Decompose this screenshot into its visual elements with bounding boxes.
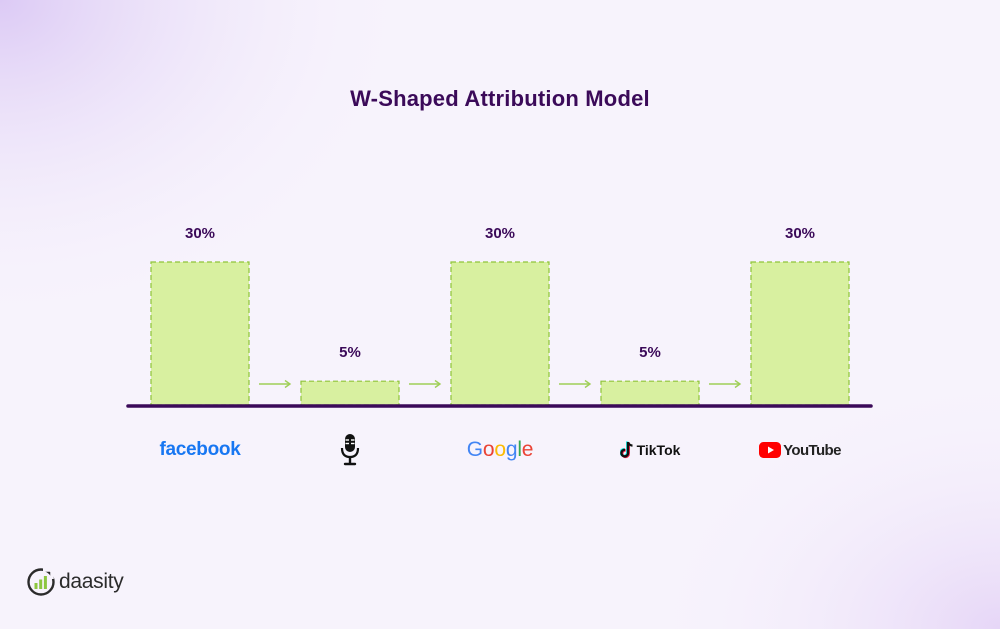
value-label: 30% — [485, 225, 515, 242]
arrows-group — [259, 379, 742, 389]
value-labels-group: 30% 5% 30% 5% 30% — [185, 225, 815, 361]
google-letter: o — [494, 438, 506, 461]
google-letter: o — [482, 438, 495, 461]
daasity-logo: daasity — [26, 566, 124, 598]
bar-facebook — [150, 261, 250, 406]
google-letter: g — [505, 438, 518, 461]
value-label: 5% — [339, 344, 361, 361]
tiktok-logo: TikTok — [600, 430, 700, 470]
microphone-icon — [340, 434, 360, 466]
arrow-right-icon — [709, 379, 742, 389]
value-label: 30% — [785, 225, 815, 242]
google-letter: e — [521, 438, 534, 461]
bar-tiktok — [600, 380, 700, 406]
google-letter: l — [517, 438, 522, 461]
daasity-wordmark: daasity — [59, 570, 124, 593]
youtube-play-icon — [759, 442, 782, 458]
value-label: 5% — [639, 344, 661, 361]
channel-logos-row: facebook Google TikTok Y — [0, 430, 1000, 470]
daasity-logo-icon — [27, 568, 55, 596]
podcast-logo — [300, 430, 400, 470]
youtube-logo: YouTube — [750, 430, 850, 470]
youtube-wordmark: YouTube — [783, 441, 841, 459]
bars-group — [150, 261, 850, 406]
bar-podcast — [300, 380, 400, 406]
bar-google — [450, 261, 550, 406]
google-wordmark: Google — [467, 438, 534, 462]
facebook-logo: facebook — [150, 430, 250, 470]
tiktok-note-icon — [619, 441, 633, 459]
tiktok-wordmark: TikTok — [636, 442, 681, 458]
value-label: 30% — [185, 225, 215, 242]
facebook-wordmark: facebook — [159, 439, 241, 460]
google-letter: G — [466, 438, 483, 461]
arrow-right-icon — [259, 379, 292, 389]
google-logo: Google — [450, 430, 550, 470]
bar-youtube — [750, 261, 850, 406]
chart-title: W-Shaped Attribution Model — [350, 86, 650, 111]
arrow-right-icon — [559, 379, 592, 389]
arrow-right-icon — [409, 379, 442, 389]
